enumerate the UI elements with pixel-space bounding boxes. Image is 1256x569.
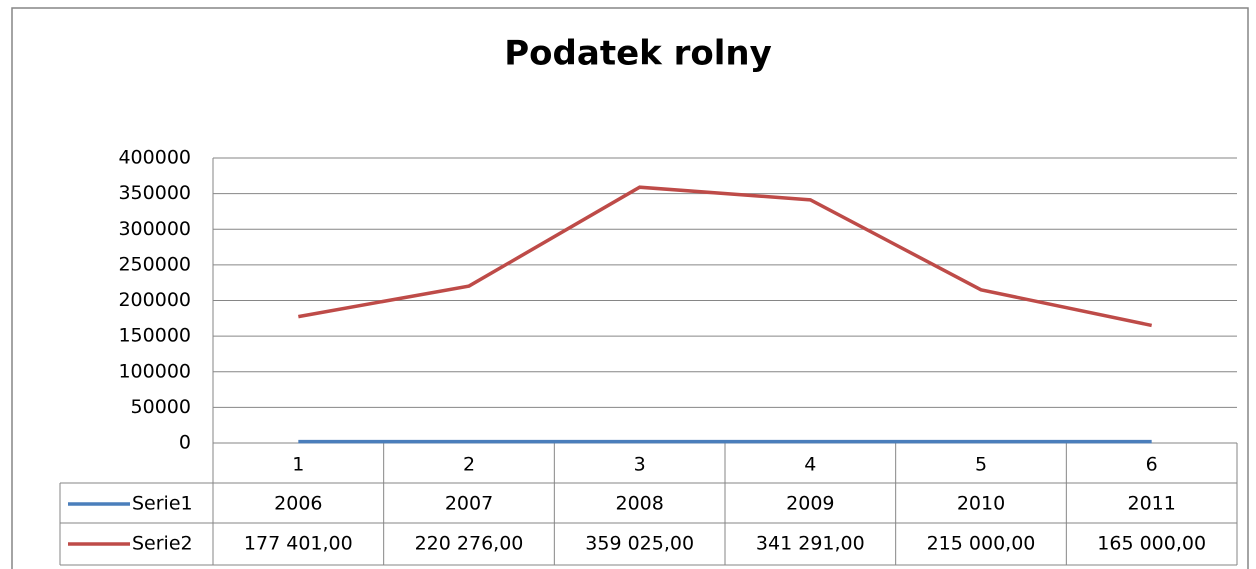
table-value: 2009 (786, 493, 834, 515)
x-tick-label: 3 (634, 454, 646, 476)
table-value: 2011 (1127, 493, 1175, 515)
table-value: 2007 (445, 493, 493, 515)
x-tick-label: 2 (463, 454, 475, 476)
legend-label: Serie1 (132, 493, 193, 515)
table-value: 359 025,00 (585, 533, 694, 555)
legend-label: Serie2 (132, 533, 193, 555)
y-tick-label: 400000 (118, 147, 191, 169)
y-tick-label: 0 (179, 432, 191, 454)
table-value: 220 276,00 (415, 533, 524, 555)
table-value: 2008 (615, 493, 663, 515)
x-tick-label: 1 (292, 454, 304, 476)
chart-title: Podatek rolny (504, 34, 771, 74)
chart-border (11, 7, 1249, 569)
y-tick-label: 50000 (131, 396, 191, 418)
table-value: 165 000,00 (1097, 533, 1206, 555)
y-tick-label: 350000 (118, 182, 191, 204)
table-value: 2010 (957, 493, 1005, 515)
y-tick-label: 300000 (118, 218, 191, 240)
x-tick-label: 5 (975, 454, 987, 476)
series-line (298, 185, 1153, 328)
y-tick-label: 250000 (118, 253, 191, 275)
x-tick-label: 4 (804, 454, 816, 476)
table-value: 215 000,00 (927, 533, 1036, 555)
table-value: 341 291,00 (756, 533, 865, 555)
table-value: 2006 (274, 493, 322, 515)
y-tick-label: 150000 (118, 325, 191, 347)
x-tick-label: 6 (1146, 454, 1158, 476)
table-value: 177 401,00 (244, 533, 353, 555)
y-tick-label: 200000 (118, 289, 191, 311)
y-tick-label: 100000 (118, 360, 191, 382)
